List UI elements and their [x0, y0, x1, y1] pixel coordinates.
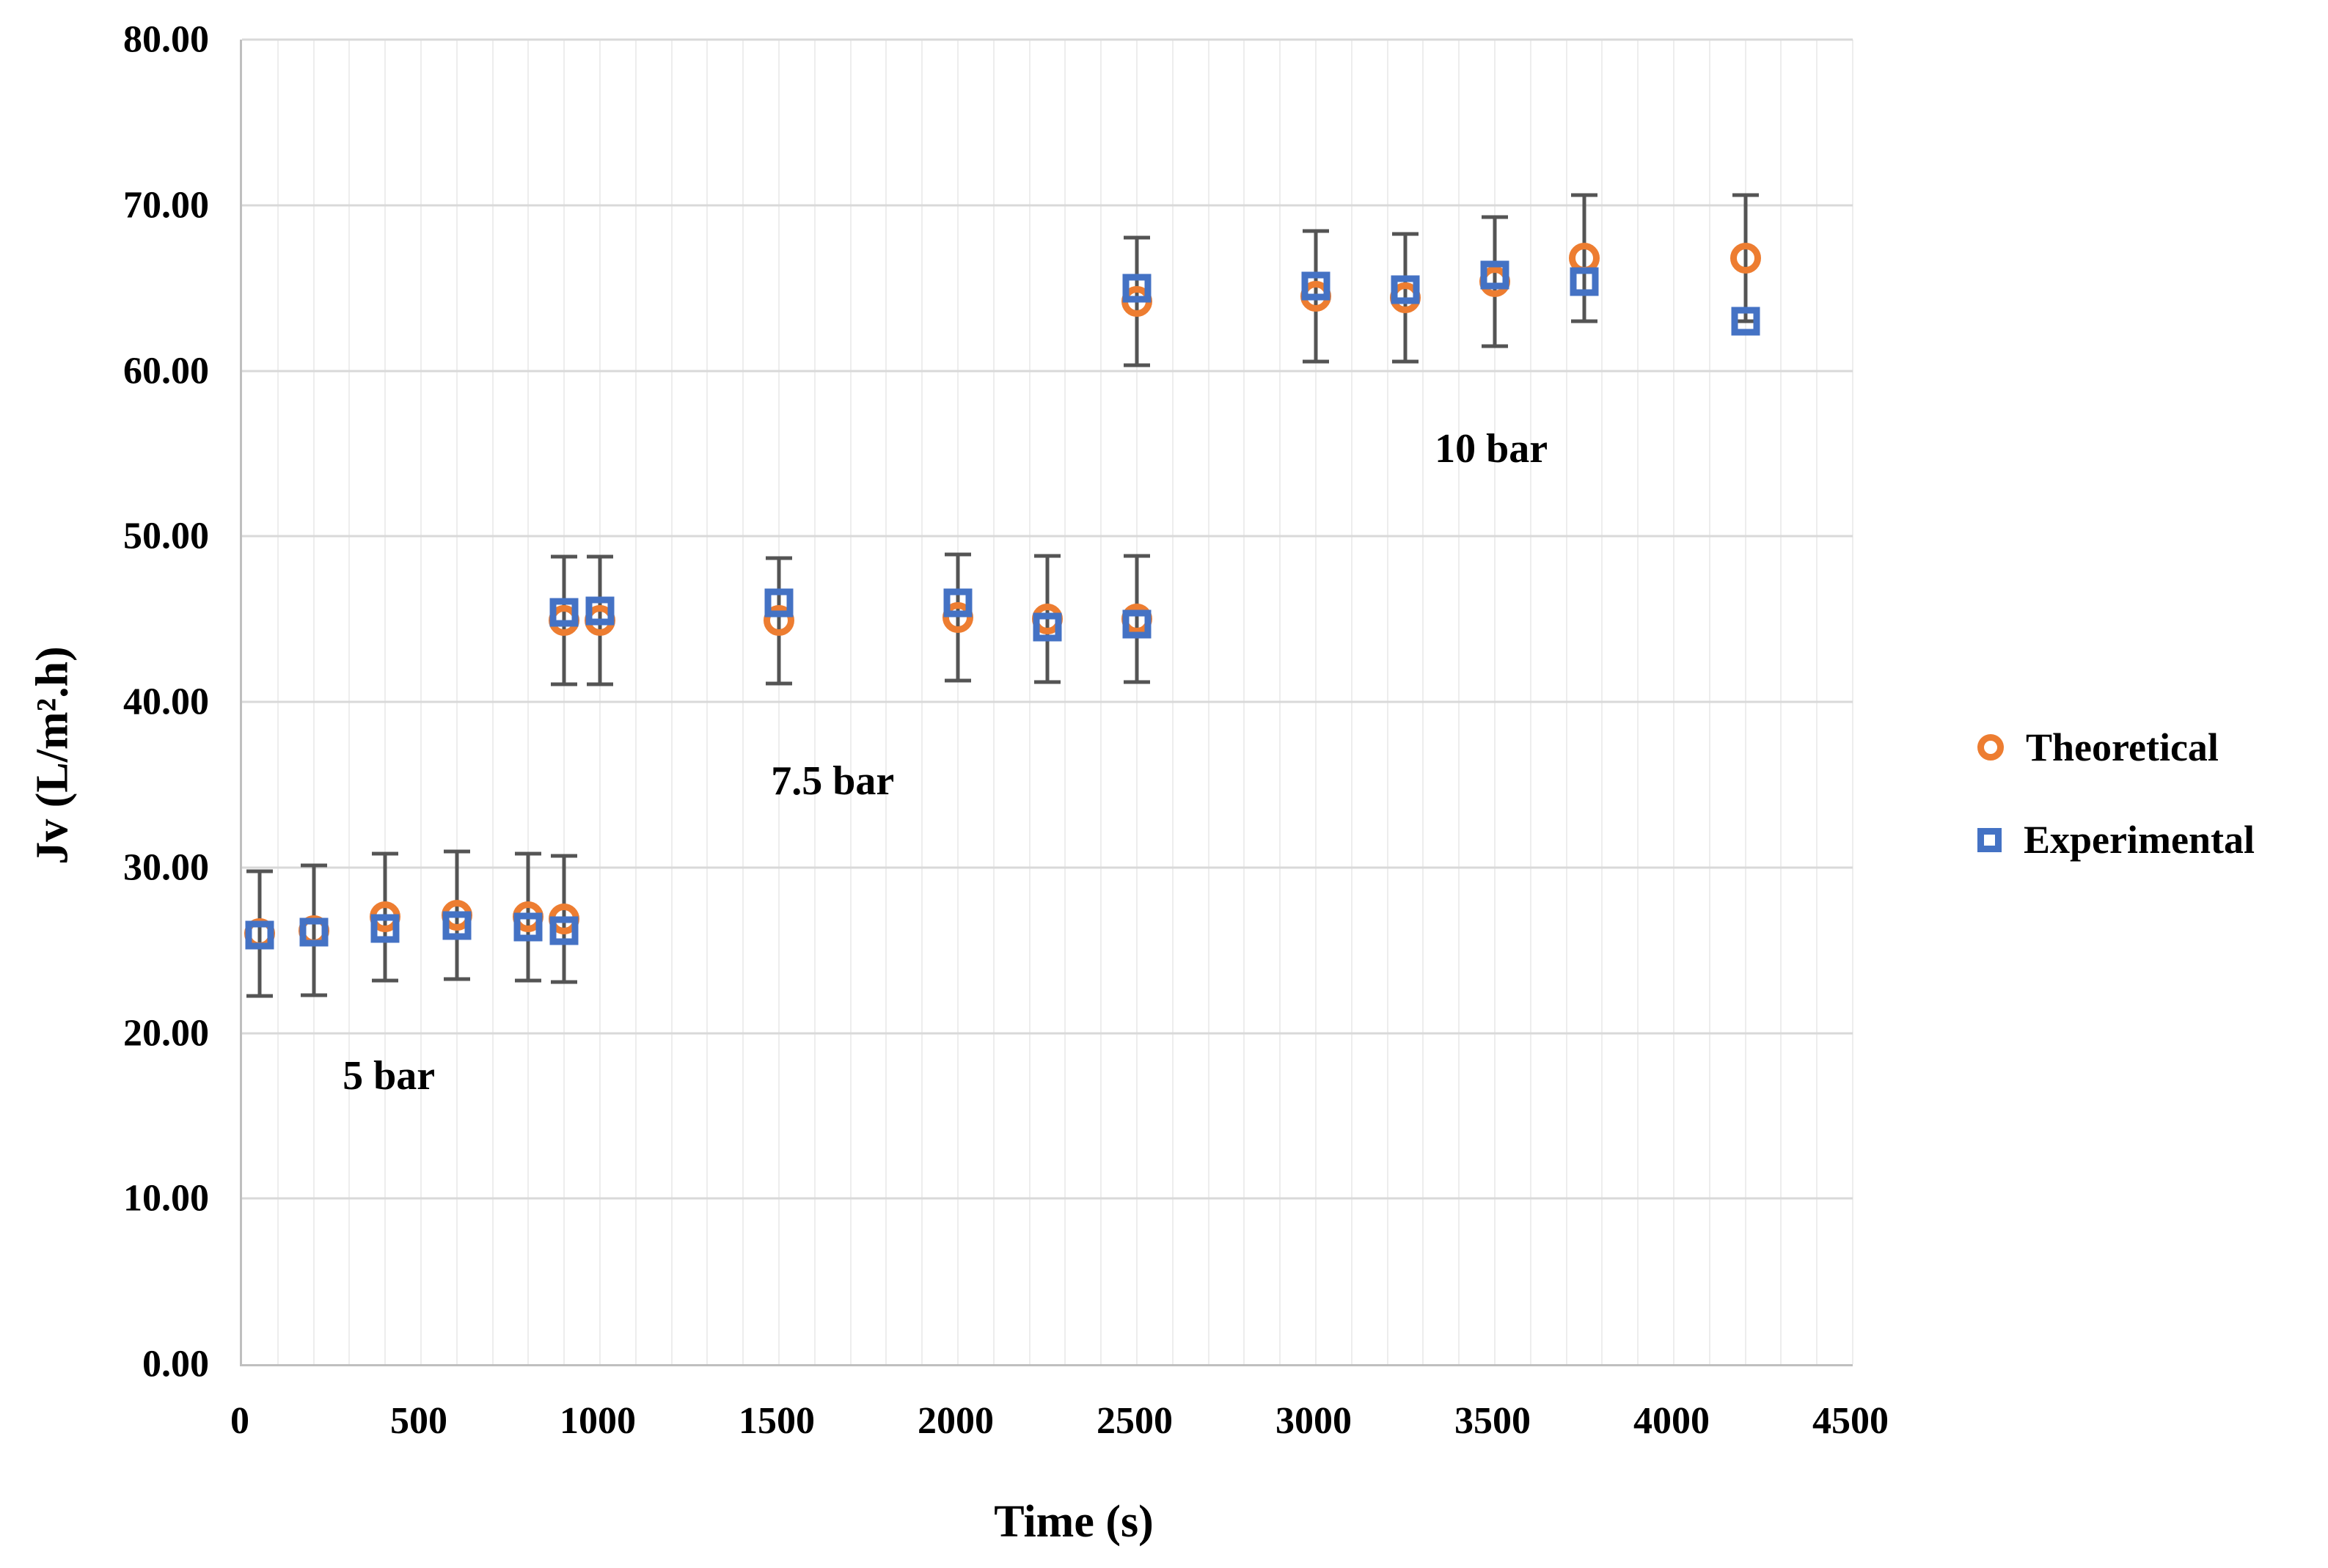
error-bar-cap-top	[945, 552, 971, 557]
x-axis-title: Time (s)	[994, 1497, 1154, 1547]
error-bar-cap-top	[766, 556, 792, 560]
horizontal-gridline	[242, 204, 1853, 207]
horizontal-gridline	[242, 700, 1853, 703]
x-tick-label: 3500	[1454, 1400, 1531, 1442]
horizontal-gridline	[242, 535, 1853, 538]
error-bar-cap-top	[551, 554, 578, 559]
vertical-gridline	[1852, 40, 1853, 1364]
data-point-experimental	[1391, 275, 1420, 304]
data-point-experimental	[513, 912, 543, 942]
error-bar-cap-bottom	[551, 682, 578, 686]
error-bar-cap-top	[1124, 235, 1150, 240]
experimental-square-icon	[1977, 827, 2002, 852]
error-bar-cap-bottom	[443, 977, 470, 981]
error-bar-cap-bottom	[1732, 319, 1759, 323]
data-point-experimental	[1480, 260, 1509, 290]
plot-area: 5 bar 7.5 bar 10 bar	[240, 38, 1853, 1366]
error-bar-cap-top	[1124, 554, 1150, 558]
error-bar-cap-top	[1392, 232, 1419, 236]
error-bar-cap-bottom	[1034, 680, 1061, 684]
data-point-experimental	[943, 588, 973, 618]
error-bar-cap-bottom	[1124, 363, 1150, 367]
error-bar-cap-top	[1482, 215, 1508, 219]
error-bar-cap-bottom	[300, 993, 327, 997]
error-bar-cap-bottom	[1303, 359, 1329, 364]
y-tick-label: 0.00	[142, 1343, 209, 1385]
data-point-experimental	[1033, 612, 1062, 642]
legend-label-experimental: Experimental	[2024, 818, 2255, 862]
y-tick-label: 80.00	[123, 18, 209, 61]
horizontal-gridline	[242, 38, 1853, 41]
error-bar-cap-bottom	[1124, 680, 1150, 684]
y-tick-label: 60.00	[123, 350, 209, 392]
data-point-experimental	[549, 598, 579, 627]
y-tick-label: 10.00	[123, 1177, 209, 1220]
error-bar-cap-top	[372, 851, 399, 856]
x-tick-label: 2000	[918, 1400, 994, 1442]
error-bar-cap-bottom	[1482, 344, 1508, 348]
y-tick-label: 40.00	[123, 681, 209, 723]
y-axis-title: Jv (L/m².h)	[27, 646, 78, 865]
error-bar-cap-bottom	[1392, 359, 1419, 364]
error-bar-cap-top	[1571, 193, 1597, 197]
horizontal-gridline	[242, 1032, 1853, 1034]
error-bar-cap-top	[551, 854, 578, 858]
error-bar-cap-bottom	[246, 994, 274, 998]
error-bar-cap-bottom	[372, 978, 399, 983]
error-bar-cap-bottom	[766, 681, 792, 686]
data-point-theoretical	[764, 605, 794, 637]
theoretical-circle-icon	[1977, 734, 2004, 761]
horizontal-gridline	[242, 1197, 1853, 1200]
error-bar-cap-top	[587, 554, 613, 559]
error-bar-cap-top	[1732, 193, 1759, 197]
error-bar-cap-top	[300, 863, 327, 868]
y-tick-label: 30.00	[123, 846, 209, 889]
error-bar-cap-bottom	[587, 682, 613, 686]
data-point-experimental	[764, 588, 794, 618]
x-tick-label: 2500	[1097, 1400, 1173, 1442]
legend-label-theoretical: Theoretical	[2026, 725, 2219, 769]
annotation-7.5-bar: 7.5 bar	[771, 758, 895, 805]
error-bar-cap-top	[443, 849, 470, 854]
error-bar-cap-top	[1303, 229, 1329, 233]
data-point-theoretical	[942, 601, 973, 633]
annotation-5-bar: 5 bar	[343, 1053, 436, 1099]
data-point-experimental	[370, 914, 400, 943]
x-tick-label: 4000	[1633, 1400, 1710, 1442]
x-tick-label: 4500	[1812, 1400, 1889, 1442]
legend: Theoretical Experimental	[1977, 725, 2255, 909]
x-tick-label: 1500	[739, 1400, 815, 1442]
data-point-theoretical	[1729, 242, 1761, 274]
data-point-experimental	[245, 920, 274, 950]
annotation-10-bar: 10 bar	[1435, 425, 1548, 472]
data-point-experimental	[442, 911, 472, 940]
data-point-experimental	[1731, 307, 1760, 336]
x-tick-label: 500	[390, 1400, 447, 1442]
legend-item-theoretical: Theoretical	[1977, 725, 2255, 770]
horizontal-gridline	[242, 370, 1853, 372]
data-point-experimental	[1301, 271, 1330, 301]
x-tick-label: 3000	[1275, 1400, 1352, 1442]
data-point-experimental	[1122, 609, 1152, 639]
error-bar-cap-top	[515, 851, 542, 856]
error-bar-cap-top	[246, 869, 274, 873]
y-tick-label: 50.00	[123, 515, 209, 557]
error-bar-cap-bottom	[1571, 319, 1597, 323]
error-bar-cap-bottom	[945, 678, 971, 683]
x-tick-label: 0	[230, 1400, 249, 1442]
y-tick-label: 20.00	[123, 1012, 209, 1054]
legend-item-experimental: Experimental	[1977, 817, 2255, 862]
y-tick-label: 70.00	[123, 184, 209, 227]
error-bar-cap-bottom	[515, 978, 542, 983]
horizontal-gridline	[242, 866, 1853, 869]
error-bar-cap-bottom	[551, 980, 578, 984]
data-point-experimental	[549, 916, 579, 945]
data-point-experimental	[1122, 274, 1152, 303]
data-point-experimental	[1570, 267, 1599, 296]
data-point-experimental	[299, 917, 329, 947]
data-point-experimental	[585, 596, 615, 626]
x-tick-label: 1000	[560, 1400, 636, 1442]
error-bar-cap-top	[1034, 554, 1061, 558]
